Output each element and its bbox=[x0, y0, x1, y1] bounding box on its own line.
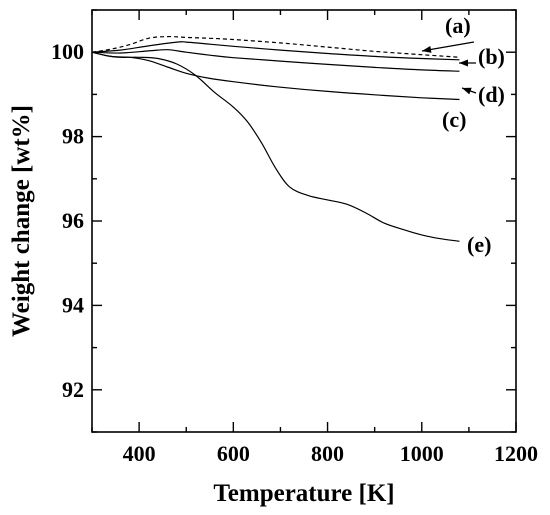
x-tick-label: 800 bbox=[311, 441, 344, 466]
arrowhead-icon bbox=[459, 59, 468, 67]
y-tick-label: 94 bbox=[62, 292, 84, 317]
series-label: (a) bbox=[445, 13, 471, 38]
x-axis-title: Temperature [K] bbox=[213, 480, 394, 507]
ticks bbox=[91, 9, 517, 433]
x-tick-label: 400 bbox=[123, 441, 156, 466]
x-tick-label: 1200 bbox=[494, 441, 538, 466]
x-tick-label: 600 bbox=[217, 441, 250, 466]
x-tick-label: 1000 bbox=[400, 441, 444, 466]
y-tick-label: 92 bbox=[62, 377, 84, 402]
y-tick-label: 98 bbox=[62, 124, 84, 149]
series-line bbox=[91, 49, 460, 72]
series-label: (e) bbox=[467, 232, 491, 257]
labels: 400 600 800 1000 1200 92 94 96 98 100 (a) (b) (d) (c)… bbox=[51, 13, 538, 466]
series-line bbox=[91, 51, 460, 242]
plot-content bbox=[91, 35, 460, 242]
arrowhead-icon bbox=[462, 87, 472, 95]
series-label: (d) bbox=[478, 82, 505, 107]
series-line bbox=[91, 41, 460, 61]
y-axis-title: Weight change [wt%] bbox=[8, 105, 35, 337]
series-label: (b) bbox=[478, 44, 505, 69]
series-line bbox=[91, 35, 460, 58]
y-tick-label: 96 bbox=[62, 208, 84, 233]
arrowhead-icon bbox=[422, 46, 432, 53]
plot-frame bbox=[91, 9, 517, 433]
series-label: (c) bbox=[442, 107, 466, 132]
y-tick-label: 100 bbox=[51, 39, 84, 64]
series-line bbox=[91, 51, 460, 101]
